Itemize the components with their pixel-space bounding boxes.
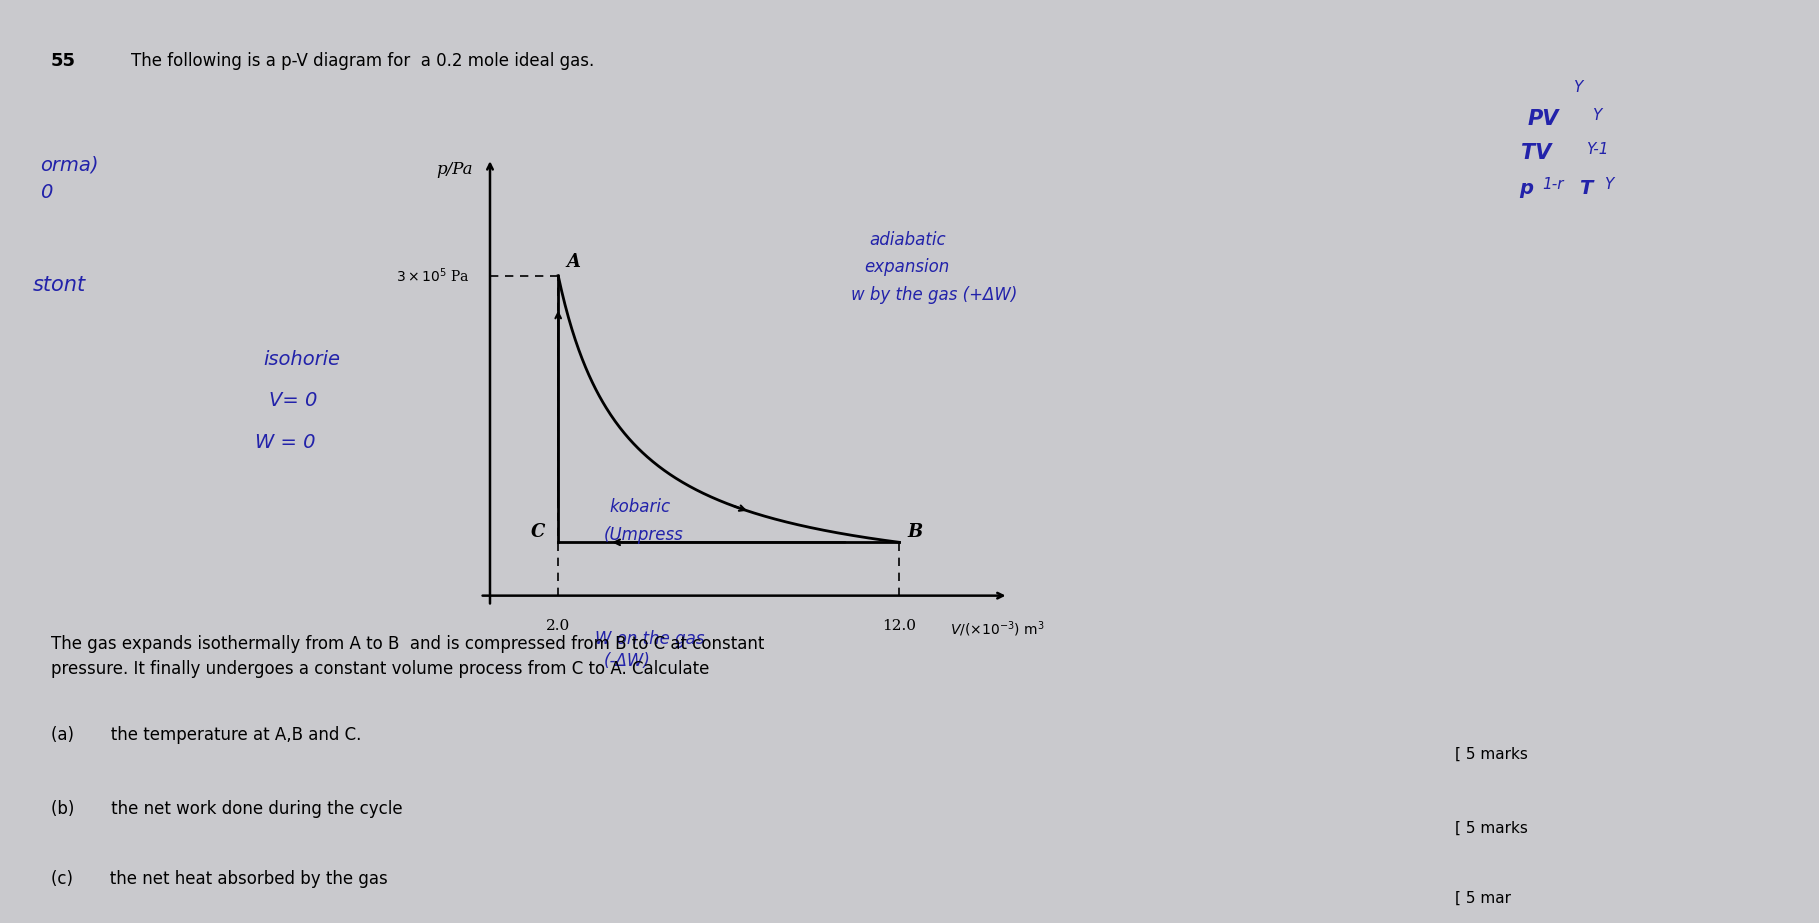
Text: w by the gas (+ΔW): w by the gas (+ΔW)	[851, 286, 1017, 304]
Text: p/Pa: p/Pa	[437, 161, 473, 177]
Text: isohorie: isohorie	[264, 350, 340, 368]
Text: 12.0: 12.0	[882, 619, 917, 633]
Text: A: A	[568, 253, 580, 271]
Text: B: B	[908, 523, 922, 541]
Text: Y: Y	[1573, 80, 1583, 95]
Text: [ 5 mar: [ 5 mar	[1455, 891, 1512, 905]
Text: (c)       the net heat absorbed by the gas: (c) the net heat absorbed by the gas	[51, 870, 387, 888]
Text: Y: Y	[1604, 177, 1613, 192]
Text: (Umpress: (Umpress	[604, 526, 684, 544]
Text: PV: PV	[1528, 109, 1559, 128]
Text: 55: 55	[51, 53, 76, 70]
Text: W = 0: W = 0	[255, 433, 315, 451]
Text: (-ΔW): (-ΔW)	[604, 653, 651, 670]
Text: The following is a p-V diagram for  a 0.2 mole ideal gas.: The following is a p-V diagram for a 0.2…	[131, 53, 595, 70]
Text: C: C	[531, 523, 546, 541]
Text: The gas expands isothermally from A to B  and is compressed from B to C at const: The gas expands isothermally from A to B…	[51, 635, 764, 677]
Text: $3 \times 10^5$ Pa: $3 \times 10^5$ Pa	[395, 267, 469, 285]
Text: W on the gas: W on the gas	[595, 630, 704, 648]
Text: Y-1: Y-1	[1586, 142, 1608, 157]
Text: [ 5 marks: [ 5 marks	[1455, 747, 1528, 761]
Text: 1-r: 1-r	[1543, 177, 1564, 192]
Text: (b)       the net work done during the cycle: (b) the net work done during the cycle	[51, 800, 402, 818]
Text: adiabatic: adiabatic	[869, 231, 946, 248]
Text: 0: 0	[40, 184, 53, 202]
Text: expansion: expansion	[864, 258, 950, 276]
Text: p: p	[1519, 179, 1533, 198]
Text: kobaric: kobaric	[609, 498, 671, 516]
Text: T: T	[1579, 179, 1592, 198]
Text: (a)       the temperature at A,B and C.: (a) the temperature at A,B and C.	[51, 726, 362, 744]
Text: $V/(\times 10^{-3})\ \mathrm{m}^3$: $V/(\times 10^{-3})\ \mathrm{m}^3$	[951, 619, 1046, 639]
Text: stont: stont	[33, 275, 85, 294]
Text: TV: TV	[1521, 143, 1552, 162]
Text: V= 0: V= 0	[269, 391, 318, 410]
Text: [ 5 marks: [ 5 marks	[1455, 821, 1528, 835]
Text: Y: Y	[1592, 108, 1601, 123]
Text: 2.0: 2.0	[546, 619, 571, 633]
Text: orma): orma)	[40, 156, 98, 174]
